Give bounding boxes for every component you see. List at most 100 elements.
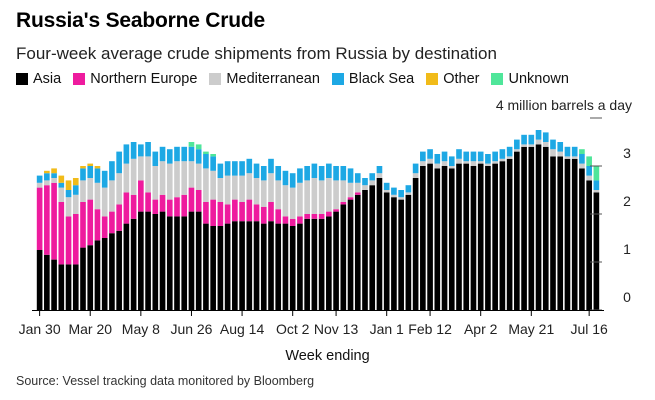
bar-mediterranean-w08: [87, 178, 94, 200]
y-tick-label-0: 0: [623, 289, 631, 305]
legend-swatch-unknown: [491, 73, 504, 85]
x-tick-label-3: Jun 26: [170, 321, 212, 337]
bar-black-sea-w37: [297, 168, 303, 183]
legend-item-mediterranean: Mediterranean: [209, 71, 320, 87]
bar-black-sea-w64: [492, 151, 498, 162]
bar-black-sea-w06: [72, 185, 79, 195]
bar-black-sea-w54: [420, 151, 426, 162]
bar-mediterranean-w62: [477, 161, 484, 164]
bar-asia-w47: [369, 185, 376, 310]
bar-mediterranean-w70: [535, 139, 542, 145]
bar-black-sea-w08: [87, 166, 94, 178]
x-tick-label-0: Jan 30: [19, 321, 61, 337]
legend-item-asia: Asia: [16, 71, 61, 87]
bar-mediterranean-w26: [217, 178, 224, 202]
bar-mediterranean-w42: [333, 180, 339, 210]
bar-layer: [36, 130, 600, 310]
bar-black-sea-w48: [376, 166, 383, 174]
bar-asia-w06: [72, 264, 79, 310]
bar-asia-w55: [427, 163, 433, 310]
x-tick-label-6: Nov 13: [314, 321, 359, 337]
bar-mediterranean-w16: [145, 156, 151, 193]
bar-asia-w19: [166, 216, 173, 310]
bar-mediterranean-w64: [492, 161, 498, 164]
bar-asia-w54: [420, 166, 426, 310]
bar-mediterranean-w54: [420, 161, 426, 166]
bar-asia-w43: [340, 204, 347, 310]
source-note: Source: Vessel tracking data monitored b…: [16, 374, 315, 388]
bar-black-sea-w10: [101, 170, 108, 188]
bar-mediterranean-w52: [405, 192, 412, 195]
bar-asia-w60: [463, 163, 470, 310]
x-axis-title: Week ending: [285, 348, 370, 364]
bar-asia-w56: [434, 168, 441, 310]
bar-black-sea-w25: [210, 156, 216, 171]
bar-mediterranean-w31: [253, 178, 260, 205]
bar-black-sea-w53: [412, 163, 419, 174]
bar-asia-w48: [376, 178, 383, 310]
bar-northern-europe-w41: [326, 211, 332, 217]
bar-mediterranean-w67: [514, 149, 520, 152]
bar-asia-w41: [326, 216, 332, 310]
bar-black-sea-w26: [217, 163, 224, 178]
bar-unknown-w77: [586, 156, 592, 166]
bar-asia-w35: [282, 223, 289, 310]
bar-mediterranean-w60: [463, 161, 470, 164]
bar-mediterranean-w58: [448, 166, 455, 169]
legend-label-black-sea: Black Sea: [348, 71, 415, 87]
bar-unknown-w76: [579, 149, 585, 154]
bar-black-sea-w31: [253, 163, 260, 178]
bar-asia-w65: [499, 161, 506, 310]
bar-northern-europe-w40: [318, 214, 325, 219]
bar-mediterranean-w48: [376, 173, 383, 178]
bar-black-sea-w72: [550, 139, 556, 150]
bar-black-sea-w16: [145, 142, 151, 157]
bar-mediterranean-w47: [369, 180, 376, 186]
bar-black-sea-w59: [456, 149, 462, 159]
y-tick-label-3: 3: [623, 145, 631, 161]
bar-asia-w14: [130, 218, 137, 310]
bar-asia-w12: [116, 230, 122, 310]
bar-asia-w38: [304, 218, 310, 310]
bar-mediterranean-w56: [434, 163, 441, 169]
bar-asia-w53: [412, 178, 419, 310]
bar-black-sea-w36: [289, 173, 296, 188]
bar-mediterranean-w78: [593, 190, 600, 193]
bar-asia-w26: [217, 226, 224, 310]
x-tick-label-4: Aug 14: [220, 321, 265, 337]
bar-mediterranean-w10: [101, 187, 108, 217]
bar-other-w02: [44, 170, 50, 174]
bar-asia-w70: [535, 144, 542, 310]
bar-northern-europe-w45: [354, 192, 361, 195]
bar-black-sea-w07: [80, 168, 86, 181]
bar-asia-w13: [123, 223, 130, 310]
bar-asia-w74: [564, 158, 571, 310]
bar-asia-w40: [318, 218, 325, 310]
bar-northern-europe-w02: [44, 185, 50, 255]
bar-asia-w67: [514, 151, 520, 310]
bar-black-sea-w77: [586, 166, 592, 176]
bar-asia-w63: [485, 166, 491, 310]
bar-asia-w39: [311, 218, 318, 310]
bar-mediterranean-w14: [130, 158, 137, 195]
bar-black-sea-w73: [557, 142, 564, 152]
bar-black-sea-w56: [434, 154, 441, 164]
bar-black-sea-w23: [195, 149, 202, 164]
bar-northern-europe-w26: [217, 202, 224, 226]
bar-asia-w49: [383, 192, 390, 310]
bar-mediterranean-w27: [224, 175, 231, 205]
bar-mediterranean-w19: [166, 163, 173, 200]
bar-asia-w72: [550, 156, 556, 310]
bar-mediterranean-w39: [311, 178, 318, 214]
bar-mediterranean-w51: [398, 197, 404, 200]
bar-asia-w50: [391, 197, 397, 310]
bar-mediterranean-w73: [557, 151, 564, 157]
bar-northern-europe-w37: [297, 216, 303, 224]
bar-mediterranean-w38: [304, 180, 310, 214]
x-tick-label-2: May 8: [122, 321, 160, 337]
chart-subtitle: Four-week average crude shipments from R…: [16, 44, 497, 63]
bar-mediterranean-w69: [528, 144, 535, 147]
bar-other-w04: [58, 175, 65, 183]
bar-black-sea-w57: [441, 151, 448, 162]
bar-asia-w30: [246, 221, 253, 310]
